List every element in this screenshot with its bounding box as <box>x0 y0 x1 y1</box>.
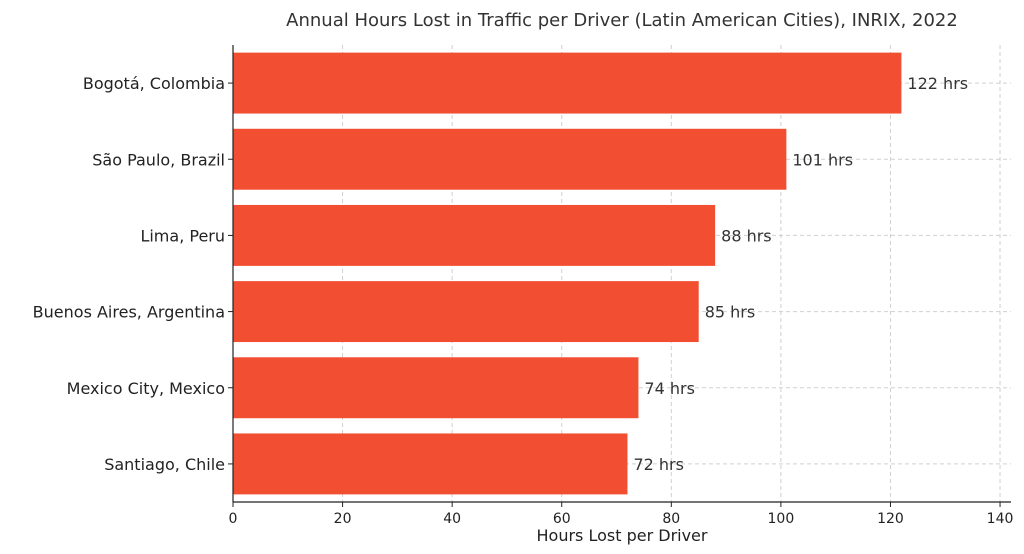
x-tick-label: 120 <box>877 511 904 527</box>
category-label: Mexico City, Mexico <box>67 379 225 398</box>
bar-value-label: 85 hrs <box>705 303 756 322</box>
category-label: São Paulo, Brazil <box>92 150 225 169</box>
x-tick-label: 20 <box>334 511 352 527</box>
bar <box>233 52 902 114</box>
category-label: Bogotá, Colombia <box>83 74 225 93</box>
x-tick-label: 60 <box>553 511 571 527</box>
category-label: Santiago, Chile <box>104 455 225 474</box>
bar <box>233 357 639 419</box>
bar-value-label: 122 hrs <box>907 74 968 93</box>
bar-value-label: 74 hrs <box>644 379 695 398</box>
chart-title: Annual Hours Lost in Traffic per Driver … <box>286 10 958 31</box>
category-label: Lima, Peru <box>140 226 225 245</box>
bar-value-label: 72 hrs <box>633 455 684 474</box>
bar <box>233 128 787 190</box>
bar <box>233 281 699 343</box>
x-tick-label: 40 <box>443 511 461 527</box>
x-tick-label: 140 <box>987 511 1014 527</box>
bar-value-label: 88 hrs <box>721 226 772 245</box>
x-axis-title: Hours Lost per Driver <box>537 526 708 545</box>
x-tick-label: 0 <box>229 511 238 527</box>
bar-value-label: 101 hrs <box>792 150 853 169</box>
x-tick-label: 80 <box>662 511 680 527</box>
x-tick-label: 100 <box>768 511 795 527</box>
bar <box>233 433 628 495</box>
bar <box>233 204 716 266</box>
category-label: Buenos Aires, Argentina <box>33 303 225 322</box>
